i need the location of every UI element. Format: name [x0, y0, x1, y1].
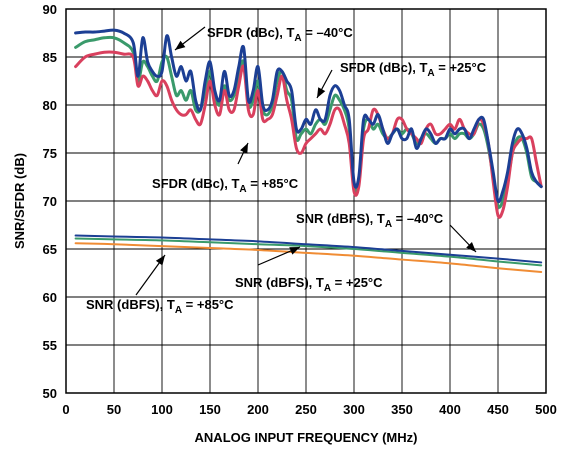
x-tick-label: 0 [62, 402, 69, 417]
series-snr-minus40 [74, 234, 543, 264]
arrow-snr-plus85-head [155, 255, 165, 266]
x-tick-label: 50 [107, 402, 121, 417]
label-snr-plus25: SNR (dBFS), TA = +25°C [235, 275, 383, 294]
series-lines [74, 28, 543, 274]
annotation-arrows [135, 26, 477, 296]
y-tick-label: 65 [43, 242, 57, 257]
x-tick-label: 350 [391, 402, 413, 417]
y-tick-label: 90 [43, 2, 57, 17]
series-snr-plus85 [74, 242, 543, 274]
y-tick-label: 75 [43, 146, 57, 161]
x-tick-label: 200 [247, 402, 269, 417]
x-tick-label: 250 [295, 402, 317, 417]
arrow-snr-plus25-head [289, 247, 300, 255]
y-tick-label: 80 [43, 98, 57, 113]
arrow-sfdr-plus25-head [317, 87, 326, 98]
x-tick-label: 300 [343, 402, 365, 417]
label-sfdr-minus40: SFDR (dBc), TA = –40°C [207, 25, 353, 44]
x-axis-title: ANALOG INPUT FREQUENCY (MHz) [195, 430, 418, 445]
label-sfdr-plus85: SFDR (dBc), TA = +85°C [152, 176, 299, 195]
annotation-labels: SFDR (dBc), TA = –40°C SFDR (dBc), TA = +… [86, 25, 487, 316]
series-sfdr-minus40 [74, 28, 543, 204]
y-tick-label: 60 [43, 290, 57, 305]
x-tick-label: 500 [535, 402, 557, 417]
arrow-sfdr-plus85-head [240, 143, 248, 154]
arrow-sfdr-minus40-head [175, 40, 186, 50]
x-tick-label: 100 [151, 402, 173, 417]
label-sfdr-plus25: SFDR (dBc), TA = +25°C [340, 60, 487, 79]
y-tick-labels: 50 55 60 65 70 75 80 85 90 [43, 2, 57, 401]
arrow-snr-minus40-head [466, 242, 476, 252]
y-tick-label: 55 [43, 338, 57, 353]
y-axis-title: SNR/SFDR (dB) [12, 153, 27, 249]
y-tick-label: 85 [43, 50, 57, 65]
y-tick-label: 70 [43, 194, 57, 209]
label-snr-minus40: SNR (dBFS), TA = –40°C [296, 211, 444, 230]
series-sfdr-plus85 [74, 50, 543, 219]
series-snr-plus25 [74, 237, 543, 267]
x-tick-labels: 0 50 100 150 200 250 300 350 400 450 500 [62, 402, 556, 417]
x-tick-label: 150 [199, 402, 221, 417]
y-tick-label: 50 [43, 386, 57, 401]
plot-frame [65, 8, 547, 394]
label-snr-plus85: SNR (dBFS), TA = +85°C [86, 297, 234, 316]
x-tick-label: 450 [487, 402, 509, 417]
x-tick-label: 400 [439, 402, 461, 417]
